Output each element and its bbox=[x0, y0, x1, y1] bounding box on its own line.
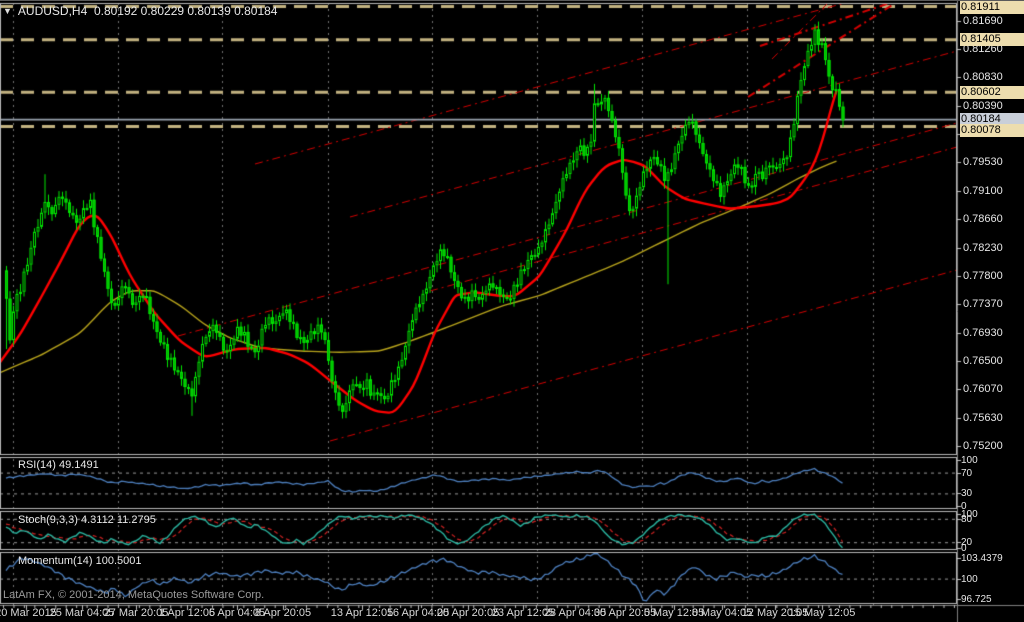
momentum-label: Momentum(14) 100.5001 bbox=[18, 555, 142, 567]
momentum-scale-label: 96.725 bbox=[961, 594, 992, 605]
price-scale-label: 0.77800 bbox=[963, 270, 1003, 282]
price-scale-label: 0.80390 bbox=[963, 100, 1003, 112]
time-axis-label: 20 Apr 20:05 bbox=[436, 607, 500, 619]
time-axis-label: 27 Mar 20:05 bbox=[103, 607, 169, 619]
current-price-tag: 0.80184 bbox=[960, 113, 1024, 126]
time-axis-label: 20 Mar 2015 bbox=[0, 607, 57, 619]
price-scale-label: 0.81260 bbox=[963, 43, 1003, 55]
price-scale-label: 0.76500 bbox=[963, 355, 1003, 367]
price-level-tag: 0.80602 bbox=[960, 86, 1024, 99]
time-axis-label: 28 Apr 04:05 bbox=[543, 607, 607, 619]
time-axis-label: 5 May 12:05 bbox=[643, 607, 705, 619]
symbol-period-label: AUDUSD,H4 bbox=[17, 4, 88, 18]
stoch-scale-label: 80 bbox=[961, 514, 973, 525]
price-scale-label: 0.75630 bbox=[963, 412, 1003, 424]
price-scale-label: 0.81690 bbox=[963, 15, 1003, 27]
price-scale-label: 0.77370 bbox=[963, 298, 1003, 310]
chart-title: ▼ AUDUSD,H4 0.80192 0.80229 0.80139 0.801… bbox=[3, 4, 277, 18]
time-axis-label: 13 Apr 12:05 bbox=[330, 607, 394, 619]
price-scale-label: 0.78660 bbox=[963, 213, 1003, 225]
stoch-label: Stoch(9,3,3) 4.3112 11.2795 bbox=[18, 514, 156, 526]
rsi-scale-label: 70 bbox=[961, 468, 973, 479]
time-axis-label: 6 Apr 04:05 bbox=[208, 607, 266, 619]
rsi-label: RSI(14) 49.1491 bbox=[18, 459, 99, 471]
price-level-tag: 0.81911 bbox=[960, 1, 1024, 14]
time-axis-label: 8 May 04:05 bbox=[691, 607, 753, 619]
momentum-scale-label: 100 bbox=[961, 574, 978, 585]
ohlc-values: 0.80192 0.80229 0.80139 0.80184 bbox=[93, 4, 278, 18]
rsi-scale-label: 100 bbox=[961, 455, 978, 466]
price-scale-label: 0.76070 bbox=[963, 383, 1003, 395]
time-axis-label: 1 Apr 12:05 bbox=[158, 607, 216, 619]
price-level-tag: 0.80078 bbox=[960, 124, 1024, 137]
price-scale-label: 0.76930 bbox=[963, 327, 1003, 339]
stoch-scale-label: 100 bbox=[961, 509, 978, 520]
price-scale-label: 0.80830 bbox=[963, 71, 1003, 83]
time-axis-label: 16 Apr 04:05 bbox=[386, 607, 450, 619]
price-scale-label: 0.78230 bbox=[963, 242, 1003, 254]
time-axis-label: 25 Mar 04:05 bbox=[49, 607, 115, 619]
time-axis-label: 30 Apr 20:05 bbox=[593, 607, 657, 619]
price-scale-label: 0.79100 bbox=[963, 185, 1003, 197]
price-scale-label: 0.75200 bbox=[963, 440, 1003, 452]
momentum-scale-label: 103.4379 bbox=[961, 553, 1003, 564]
rsi-scale-label: 0 bbox=[961, 501, 967, 512]
stoch-scale-label: 20 bbox=[961, 537, 973, 548]
time-axis-label: 12 May 20:05 bbox=[741, 607, 809, 619]
time-axis-label: 8 Apr 20:05 bbox=[254, 607, 312, 619]
time-axis-label: 23 Apr 12:05 bbox=[491, 607, 555, 619]
copyright-text: LatAm FX, © 2001-2014, MetaQuotes Softwa… bbox=[3, 589, 265, 601]
price-scale-label: 0.79530 bbox=[963, 156, 1003, 168]
symbol-dropdown-icon[interactable]: ▼ bbox=[3, 6, 12, 16]
time-axis-label: 15 May 12:05 bbox=[788, 607, 856, 619]
rsi-scale-label: 30 bbox=[961, 488, 973, 499]
price-level-tag: 0.81405 bbox=[960, 33, 1024, 46]
stoch-scale-label: 0 bbox=[961, 543, 967, 554]
